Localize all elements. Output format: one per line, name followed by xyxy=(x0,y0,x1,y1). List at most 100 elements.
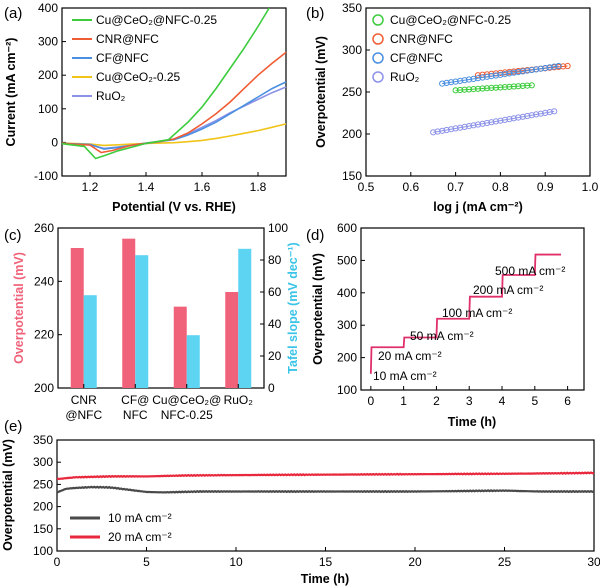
panel-b-ytick-label: 350 xyxy=(342,1,362,15)
panel-e-ytick-label: 300 xyxy=(33,455,53,469)
panel-e-legend-label: 20 mA cm⁻² xyxy=(108,530,172,544)
panel-b-fit-line xyxy=(433,110,555,133)
panel-a-frame xyxy=(61,7,287,177)
panel-d-step-label: 20 mA cm⁻² xyxy=(378,349,442,363)
panel-e-series-line xyxy=(56,485,595,494)
panel-a-legend-label: RuO₂ xyxy=(96,89,126,103)
panel-a-ytick-label: 0 xyxy=(51,135,58,149)
panel-b-legend-label: CF@NFC xyxy=(390,51,443,65)
panel-e-xtick-label: 20 xyxy=(408,555,422,569)
panel-c-right-ytick-label: 0 xyxy=(268,381,275,395)
panel-d-ylabel: Overpotential (mV) xyxy=(311,253,325,365)
panel-a-legend-label: CNR@NFC xyxy=(96,32,159,46)
panel-a-ytick-label: 300 xyxy=(38,35,58,49)
panel-b-legend-swatch xyxy=(372,52,384,64)
panel-c-right-ytick-label: 60 xyxy=(268,285,282,299)
panel-e-xtick-label: 15 xyxy=(319,555,333,569)
panel-e-label: (e) xyxy=(4,418,22,435)
panel-a-ylabel: Current (mA cm⁻²) xyxy=(4,38,18,147)
panel-c-right-ytick-label: 20 xyxy=(268,349,282,363)
panel-c-ytick-label: 200 xyxy=(34,381,54,395)
panel-a-xtick-label: 1.2 xyxy=(82,180,99,194)
panel-b-fit-line xyxy=(442,65,559,85)
panel-d-ytick-label: 100 xyxy=(337,383,357,397)
panel-a-legend-label: CF@NFC xyxy=(96,51,149,65)
panel-c-y2label: Tafel slope (mV dec⁻¹) xyxy=(286,242,300,373)
panel-b-fit-line xyxy=(455,84,532,91)
panel-d-xtick-label: 6 xyxy=(564,394,571,408)
panel-b-label: (b) xyxy=(306,5,324,22)
panel-e-ytick-label: 350 xyxy=(33,433,53,447)
panel-c-bar-tafel xyxy=(135,255,149,388)
panel-c-bar-tafel xyxy=(186,335,200,388)
panel-d-step-label: 500 mA cm⁻² xyxy=(495,264,565,278)
panel-e-ytick-label: 100 xyxy=(33,544,53,558)
panel-c-ytick-label: 260 xyxy=(34,221,54,235)
panel-b-xtick-label: 0.9 xyxy=(537,180,554,194)
panel-a-ytick-label: 400 xyxy=(38,1,58,15)
panel-a-series-line xyxy=(61,51,287,154)
panel-b-legend-label: RuO₂ xyxy=(390,70,420,84)
panel-b-legend-swatch xyxy=(372,71,384,83)
panel-d-step-label: 10 mA cm⁻² xyxy=(373,369,437,383)
panel-b-ytick-label: 200 xyxy=(342,127,362,141)
panel-e-xtick-label: 0 xyxy=(54,555,61,569)
panel-c-ytick-label: 240 xyxy=(34,274,54,288)
panel-d: (d) Time (h) Overpotential (mV) 0 1 2 3 4 5 6 1… xyxy=(306,221,585,429)
panel-b-xtick-label: 0.7 xyxy=(447,180,464,194)
panel-e-legend-label: 10 mA cm⁻² xyxy=(108,511,172,525)
panel-b-xtick-label: 0.8 xyxy=(492,180,509,194)
panel-c-category-label: CF@ xyxy=(121,393,149,407)
panel-c-category-label: CNR xyxy=(71,393,97,407)
panel-b-xtick-label: 0.6 xyxy=(402,180,419,194)
panel-a-xlabel: Potential (V vs. RHE) xyxy=(112,200,236,214)
panel-c-bar-overpotential xyxy=(225,292,239,388)
panel-c-ylabel: Overpotential (mV) xyxy=(12,252,26,364)
panel-c-right-ytick-label: 40 xyxy=(268,317,282,331)
panel-d-xtick-label: 0 xyxy=(367,394,374,408)
panel-e-ytick-label: 200 xyxy=(33,500,53,514)
panel-c-category-label: RuO₂ xyxy=(224,393,254,407)
panel-b-xlabel: log j (mA cm⁻²) xyxy=(433,200,522,214)
panel-c-frame xyxy=(57,227,265,389)
panel-b-legend-swatch xyxy=(372,14,384,26)
panel-e-series-line xyxy=(56,471,595,481)
panel-a-ytick-label: 200 xyxy=(38,68,58,82)
panel-c-bar-overpotential xyxy=(122,238,136,388)
panel-c-bar-tafel xyxy=(238,248,252,388)
panel-e-xtick-label: 30 xyxy=(587,555,600,569)
panel-a: (a) Potential (V vs. RHE) Current (mA cm… xyxy=(4,1,287,214)
panel-a-xtick-label: 1.6 xyxy=(194,180,211,194)
panel-b-legend-label: Cu@CeO₂@NFC-0.25 xyxy=(390,13,511,27)
panel-d-step-label: 50 mA cm⁻² xyxy=(410,329,474,343)
panel-e-ytick-label: 250 xyxy=(33,477,53,491)
panel-d-ytick-label: 400 xyxy=(337,286,357,300)
panel-d-ytick-label: 200 xyxy=(337,351,357,365)
panel-c-ytick-label: 220 xyxy=(34,328,54,342)
panel-c-bar-overpotential xyxy=(70,248,84,388)
panel-c: (c) Overpotential (mV) Tafel slope (mV d… xyxy=(4,221,300,422)
panel-b-xtick-label: 1.0 xyxy=(582,180,599,194)
panel-c-category-label: @NFC xyxy=(65,408,102,422)
panel-d-xtick-label: 2 xyxy=(433,394,440,408)
panel-b: (b) log j (mA cm⁻²) Overpotential (mV) 0… xyxy=(306,1,599,214)
panel-b-legend-swatch xyxy=(372,33,384,45)
panel-d-xtick-label: 5 xyxy=(531,394,538,408)
panel-a-series-line xyxy=(61,81,287,150)
panel-c-label: (c) xyxy=(4,227,22,244)
panel-c-category-label: Cu@CeO₂@ xyxy=(152,393,221,407)
panel-e-xtick-label: 25 xyxy=(498,555,512,569)
panel-e-xlabel: Time (h) xyxy=(301,572,349,586)
panel-e-ylabel: Overpotential (mV) xyxy=(1,439,15,551)
panel-a-legend-label: Cu@CeO₂@NFC-0.25 xyxy=(96,13,217,27)
panel-d-frame xyxy=(360,227,585,391)
panel-c-right-ytick-label: 80 xyxy=(268,253,282,267)
panel-a-legend-label: Cu@CeO₂-0.25 xyxy=(96,70,181,84)
panel-a-series-line xyxy=(61,123,287,147)
panel-b-ylabel: Overpotential (mV) xyxy=(314,36,328,148)
panel-e-ytick-label: 150 xyxy=(33,522,53,536)
panel-d-label: (d) xyxy=(306,227,324,244)
panel-a-xtick-label: 1.4 xyxy=(138,180,155,194)
panel-c-bar-overpotential xyxy=(173,306,187,388)
